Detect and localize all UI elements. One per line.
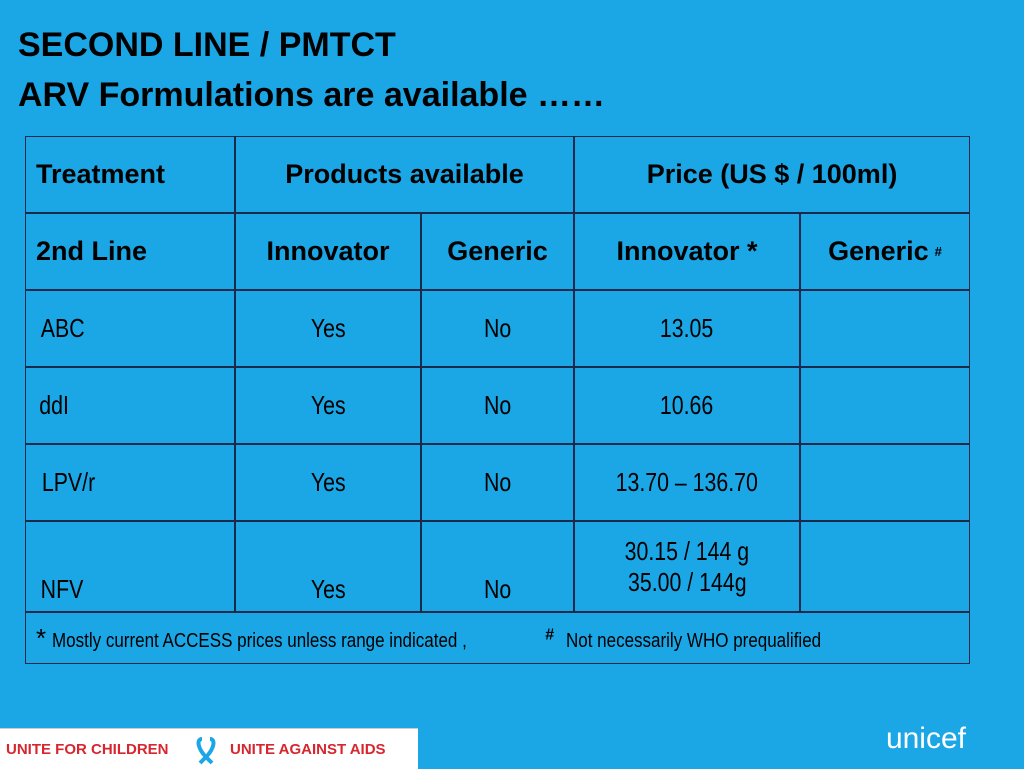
header-cell: Treatment [25, 136, 235, 213]
subheader-mark: # [934, 244, 942, 259]
cell-text: Yes [310, 313, 346, 343]
cell-text: No [483, 574, 512, 604]
table-cell: ddI [25, 367, 235, 444]
subheader-text: Innovator [266, 236, 390, 266]
table-cell: Yes [235, 367, 421, 444]
empty-cell [800, 367, 970, 444]
footnote-mark: * [36, 623, 47, 653]
subheader-text: Generic [828, 236, 929, 266]
cell-text: LPV/r [41, 467, 96, 497]
subheader-text: 2nd Line [36, 236, 148, 266]
empty-cell [800, 444, 970, 521]
empty-cell [800, 521, 970, 612]
table-cell: LPV/r [25, 444, 235, 521]
cell-text: Yes [310, 574, 346, 604]
cell-line: 35.00 / 144g [627, 566, 747, 597]
cell-text: 13.70 – 136.70 [615, 467, 759, 497]
footnote: * Mostly current ACCESS prices unless ra… [25, 612, 970, 664]
table-cell: No [421, 367, 574, 444]
footnote-text: Mostly current ACCESS prices unless rang… [51, 630, 467, 652]
footer-text: UNITE AGAINST AIDS [230, 741, 386, 758]
footnote-text: Not necessarily WHO prequalified [565, 630, 821, 652]
subheader-text: Innovator * [616, 236, 758, 266]
table-cell: No [421, 290, 574, 367]
footer-banner: UNITE FOR CHILDREN UNITE AGAINST AIDS [0, 728, 418, 769]
table-cell: ABC [25, 290, 235, 367]
table-cell: Yes [235, 444, 421, 521]
table-cell: NFV [25, 521, 235, 612]
table-cell: 13.05 [574, 290, 800, 367]
subheader-cell: 2nd Line [25, 213, 235, 290]
table-cell: Yes [235, 290, 421, 367]
table-cell: No [421, 521, 574, 612]
empty-cell [800, 290, 970, 367]
cell-line: 30.15 / 144 g [624, 535, 750, 566]
title-line: SECOND LINE / PMTCT [18, 26, 396, 64]
cell-text: 13.05 [660, 313, 714, 343]
header-cell: Price (US $ / 100ml) [574, 136, 970, 213]
subheader-text: Generic [447, 236, 548, 266]
cell-text: No [483, 467, 512, 497]
title-line: ARV Formulations are available …… [18, 76, 605, 114]
footer-text: UNITE FOR CHILDREN [6, 741, 169, 758]
table-cell: No [421, 444, 574, 521]
cell-text: ABC [40, 313, 85, 343]
cell-text: Yes [310, 390, 346, 420]
subheader-cell: Generic [421, 213, 574, 290]
subheader-cell: Generic # [800, 213, 970, 290]
cell-text: ddI [39, 390, 69, 420]
footnote-mark: # [545, 626, 555, 644]
cell-text: No [483, 313, 512, 343]
cell-text: NFV [40, 574, 84, 604]
subheader-cell: Innovator [235, 213, 421, 290]
header-cell: Products available [235, 136, 574, 213]
cell-text: 10.66 [660, 390, 714, 420]
table-cell: Yes [235, 521, 421, 612]
table-cell: 13.70 – 136.70 [574, 444, 800, 521]
cell-text: Yes [310, 467, 346, 497]
ribbon-icon [196, 737, 216, 765]
logo-text: unicef [885, 722, 966, 755]
cell-text: No [483, 390, 512, 420]
table-cell: 10.66 [574, 367, 800, 444]
subheader-cell: Innovator * [574, 213, 800, 290]
table-cell: 30.15 / 144 g 35.00 / 144g [574, 521, 800, 612]
